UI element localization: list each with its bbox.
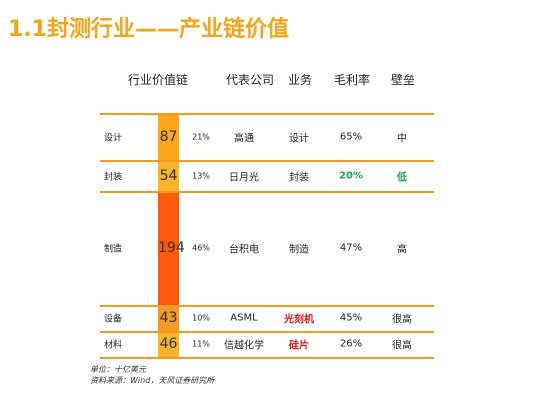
row-line bbox=[100, 191, 434, 193]
row-label: 封装 bbox=[104, 172, 123, 183]
bar-manufacturing bbox=[158, 193, 179, 305]
margin-cell-highlight: 20% bbox=[339, 170, 363, 182]
company-cell: 信越化学 bbox=[224, 340, 264, 352]
margin-cell: 45% bbox=[339, 312, 363, 324]
business-cell: 制造 bbox=[289, 244, 309, 256]
business-cell: 封装 bbox=[289, 172, 309, 184]
header-company: 代表公司 bbox=[225, 73, 275, 87]
value-cell: 194 bbox=[158, 240, 185, 256]
barrier-cell: 很高 bbox=[392, 340, 412, 352]
value-cell: 46 bbox=[159, 336, 178, 352]
table-header: 行业价值链 代表公司 业务 毛利率 壁垒 bbox=[0, 65, 550, 93]
value-cell: 43 bbox=[159, 310, 178, 326]
share-cell: 13% bbox=[192, 171, 210, 181]
business-cell-highlight: 光刻机 bbox=[284, 314, 314, 326]
margin-cell: 26% bbox=[339, 338, 363, 350]
bar-equipment bbox=[158, 307, 179, 331]
source-note: 资料来源：Wind，天风证券研究所 bbox=[90, 376, 215, 385]
row-label: 设计 bbox=[104, 133, 123, 144]
header-business: 业务 bbox=[287, 73, 313, 87]
company-cell: ASML bbox=[230, 312, 258, 324]
row-line bbox=[100, 357, 434, 359]
margin-cell: 47% bbox=[339, 242, 363, 254]
value-cell: 87 bbox=[159, 129, 178, 145]
header-barrier: 壁垒 bbox=[390, 73, 416, 87]
row-label: 设备 bbox=[104, 314, 123, 325]
barrier-cell-highlight: 低 bbox=[397, 172, 407, 184]
value-cell: 54 bbox=[159, 168, 178, 184]
row-line bbox=[100, 113, 434, 115]
share-cell: 10% bbox=[192, 313, 210, 323]
business-cell-highlight: 硅片 bbox=[289, 340, 309, 352]
unit-note: 单位：十亿美元 bbox=[90, 365, 146, 374]
company-cell: 台积电 bbox=[229, 244, 259, 256]
row-line bbox=[100, 305, 434, 307]
barrier-cell: 高 bbox=[397, 244, 407, 256]
share-cell: 11% bbox=[192, 339, 210, 349]
row-line bbox=[100, 331, 434, 333]
bar-design bbox=[158, 115, 179, 160]
share-cell: 46% bbox=[192, 243, 210, 253]
business-cell: 设计 bbox=[289, 133, 309, 145]
margin-cell: 65% bbox=[339, 131, 363, 143]
share-cell: 21% bbox=[192, 132, 210, 142]
header-value-chain: 行业价值链 bbox=[127, 73, 189, 87]
page-title: 1.1封测行业——产业链价值 bbox=[8, 17, 289, 42]
row-label: 制造 bbox=[104, 244, 123, 255]
company-cell: 高通 bbox=[234, 133, 254, 145]
bar-materials bbox=[158, 333, 179, 357]
company-cell: 日月光 bbox=[229, 172, 259, 184]
row-line bbox=[100, 160, 434, 162]
barrier-cell: 中 bbox=[397, 133, 407, 145]
header-margin: 毛利率 bbox=[333, 73, 371, 87]
row-label: 材料 bbox=[104, 340, 123, 351]
bar-packaging bbox=[158, 162, 179, 191]
barrier-cell: 很高 bbox=[392, 314, 412, 326]
